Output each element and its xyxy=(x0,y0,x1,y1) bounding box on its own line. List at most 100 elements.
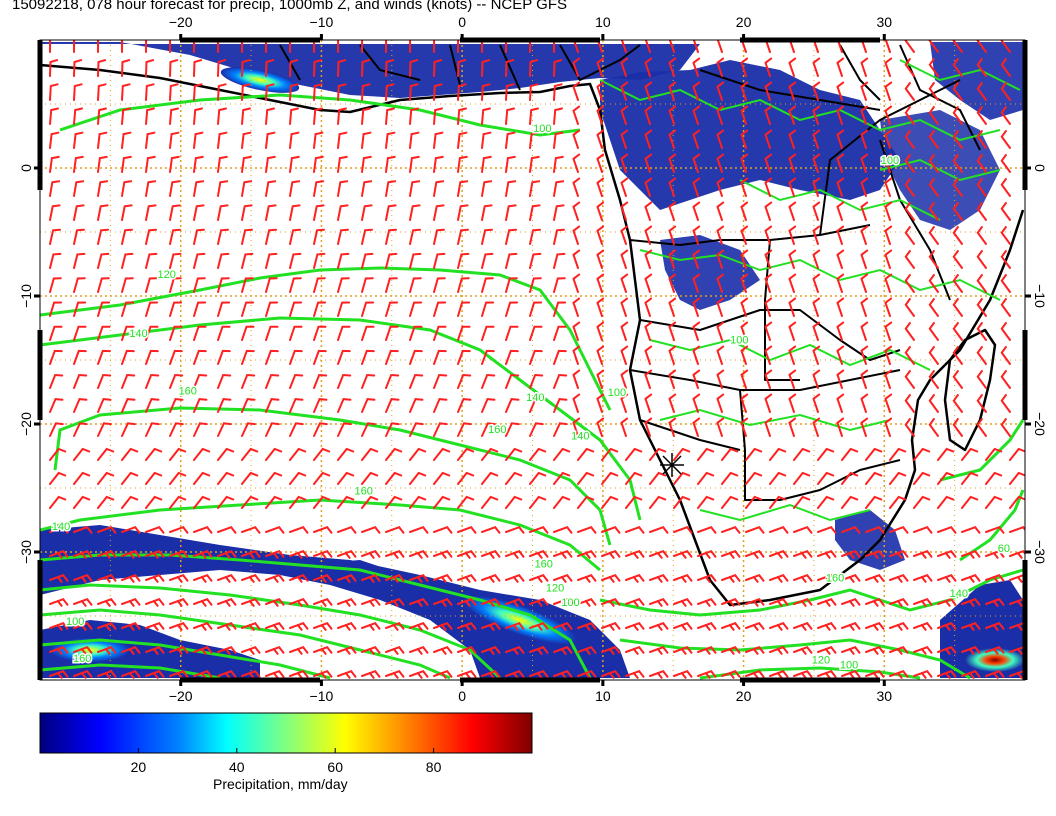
wind-barb xyxy=(265,598,285,606)
wind-barb xyxy=(289,204,301,221)
wind-barb xyxy=(121,155,132,173)
wind-barb xyxy=(313,373,328,389)
wind-barb xyxy=(97,471,115,485)
wind-barb xyxy=(620,249,629,269)
wind-barb-feather xyxy=(560,672,567,679)
wind-barb xyxy=(505,574,525,582)
wind-barb-feather xyxy=(608,552,615,559)
wind-barb xyxy=(241,277,254,293)
lon-tick-top xyxy=(742,34,746,40)
wind-barb xyxy=(361,204,373,221)
wind-barb xyxy=(97,495,115,509)
wind-barb-feather xyxy=(272,576,279,583)
wind-barb-feather xyxy=(488,600,495,607)
wind-barb-feather xyxy=(968,600,975,607)
wind-barb xyxy=(121,59,131,77)
wind-barb-feather xyxy=(944,624,951,631)
wind-barb xyxy=(692,57,701,77)
wind-barb xyxy=(889,447,907,461)
wind-barb xyxy=(121,447,139,461)
wind-barb xyxy=(764,249,773,269)
wind-barb xyxy=(625,646,645,654)
wind-barb xyxy=(668,201,677,221)
wind-barb xyxy=(529,180,541,197)
wind-barb-feather xyxy=(872,624,879,631)
wind-barb xyxy=(409,228,421,245)
wind-barb-feather xyxy=(896,600,903,607)
lon-tick-bottom xyxy=(319,680,323,686)
wind-barb xyxy=(913,471,931,485)
wind-barb-feather xyxy=(200,576,207,583)
wind-barb xyxy=(740,201,749,221)
wind-barb xyxy=(928,40,939,53)
wind-barb xyxy=(337,40,340,53)
wind-barb-feather xyxy=(920,624,927,631)
wind-barb xyxy=(97,252,110,269)
wind-barb xyxy=(265,447,283,461)
wind-barb-feather xyxy=(656,600,663,607)
wind-barb xyxy=(49,646,69,654)
wind-barb xyxy=(860,273,869,293)
wind-barb xyxy=(121,373,136,389)
wind-barb xyxy=(193,301,207,317)
contour-line xyxy=(40,663,221,680)
wind-barb xyxy=(668,105,677,125)
wind-barb xyxy=(265,180,277,197)
contour-label: 60 xyxy=(998,543,1010,555)
wind-barb-feather xyxy=(440,552,447,559)
wind-barb xyxy=(553,40,556,53)
wind-barb xyxy=(620,105,629,125)
wind-barb xyxy=(193,471,211,485)
wind-barb xyxy=(764,393,773,413)
wind-barb xyxy=(337,398,352,413)
wind-barb xyxy=(217,349,231,365)
wind-barb xyxy=(409,471,427,485)
wind-barb xyxy=(409,622,429,630)
wind-barb xyxy=(904,322,915,341)
wind-barb xyxy=(409,422,424,437)
wind-barb xyxy=(385,495,403,509)
wind-barb xyxy=(265,398,280,413)
wind-barb xyxy=(553,301,567,317)
wind-barb-feather xyxy=(824,600,831,607)
wind-barb xyxy=(884,57,893,77)
wind-barb xyxy=(169,155,180,173)
wind-barb xyxy=(644,249,653,269)
wind-barb xyxy=(553,204,565,221)
wind-barb xyxy=(812,345,821,365)
wind-barb xyxy=(904,394,915,413)
wind-barb xyxy=(385,526,405,534)
lat-tick-left xyxy=(34,422,40,426)
wind-barb xyxy=(505,40,508,53)
wind-barb xyxy=(625,550,645,558)
wind-barb xyxy=(904,82,915,101)
wind-barb xyxy=(49,40,52,53)
wind-barb xyxy=(433,526,453,534)
wind-barb xyxy=(716,249,725,269)
wind-barb xyxy=(97,180,109,197)
precip-area-congo xyxy=(660,235,760,310)
wind-barb xyxy=(596,321,605,341)
wind-barb xyxy=(913,495,931,509)
wind-barb xyxy=(505,526,525,534)
wind-barb xyxy=(1000,82,1011,101)
wind-barb xyxy=(952,178,963,197)
wind-barb xyxy=(812,321,821,341)
wind-barb xyxy=(904,226,915,245)
wind-barb xyxy=(193,646,213,654)
wind-barb xyxy=(217,83,227,101)
wind-barb xyxy=(913,598,933,606)
wind-barb xyxy=(217,526,237,534)
wind-barb xyxy=(289,107,299,125)
wind-barb xyxy=(505,550,525,558)
wind-barb xyxy=(97,204,109,221)
wind-barb xyxy=(553,495,571,509)
wind-barb xyxy=(889,526,909,534)
wind-barb xyxy=(217,204,229,221)
wind-barb-feather xyxy=(776,600,783,607)
wind-barb xyxy=(457,107,467,125)
wind-barb xyxy=(313,131,324,149)
colorbar-gradient xyxy=(39,712,533,754)
wind-barb-feather xyxy=(560,624,567,631)
wind-barb xyxy=(884,201,893,221)
